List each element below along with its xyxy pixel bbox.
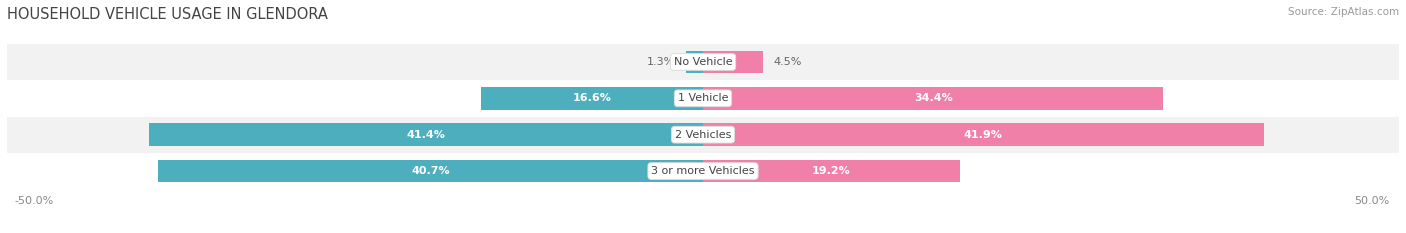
- Text: 40.7%: 40.7%: [412, 166, 450, 176]
- Bar: [686, 51, 703, 73]
- Text: 41.4%: 41.4%: [406, 130, 446, 140]
- Text: 19.2%: 19.2%: [813, 166, 851, 176]
- Text: HOUSEHOLD VEHICLE USAGE IN GLENDORA: HOUSEHOLD VEHICLE USAGE IN GLENDORA: [7, 7, 328, 22]
- Bar: [703, 160, 960, 182]
- Bar: [703, 123, 1264, 146]
- Bar: [159, 160, 703, 182]
- Text: 2 Vehicles: 2 Vehicles: [675, 130, 731, 140]
- Bar: [7, 116, 1399, 153]
- Bar: [7, 80, 1399, 116]
- Text: 1 Vehicle: 1 Vehicle: [678, 93, 728, 103]
- Text: 4.5%: 4.5%: [773, 57, 803, 67]
- Text: 16.6%: 16.6%: [572, 93, 612, 103]
- Text: Source: ZipAtlas.com: Source: ZipAtlas.com: [1288, 7, 1399, 17]
- Bar: [481, 87, 703, 110]
- Text: No Vehicle: No Vehicle: [673, 57, 733, 67]
- Bar: [149, 123, 703, 146]
- Text: 34.4%: 34.4%: [914, 93, 953, 103]
- Bar: [7, 44, 1399, 80]
- Text: 1.3%: 1.3%: [647, 57, 675, 67]
- Text: 41.9%: 41.9%: [965, 130, 1002, 140]
- Text: 3 or more Vehicles: 3 or more Vehicles: [651, 166, 755, 176]
- Bar: [7, 153, 1399, 189]
- Bar: [703, 51, 763, 73]
- Bar: [703, 87, 1163, 110]
